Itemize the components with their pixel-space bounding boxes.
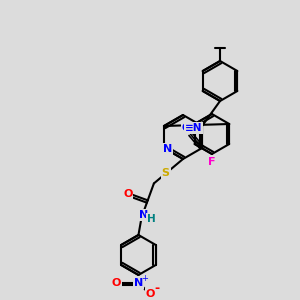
- Text: C: C: [182, 123, 189, 133]
- Text: O: O: [112, 278, 121, 288]
- Text: N: N: [134, 278, 143, 288]
- Text: +: +: [141, 274, 148, 284]
- Text: ≡N: ≡N: [185, 123, 202, 133]
- Text: O: O: [123, 189, 132, 199]
- Text: S: S: [162, 168, 170, 178]
- Text: N: N: [163, 144, 172, 154]
- Text: H: H: [147, 214, 156, 224]
- Text: N: N: [139, 210, 148, 220]
- Text: F: F: [208, 157, 216, 167]
- Text: -: -: [154, 283, 159, 296]
- Text: O: O: [146, 289, 155, 299]
